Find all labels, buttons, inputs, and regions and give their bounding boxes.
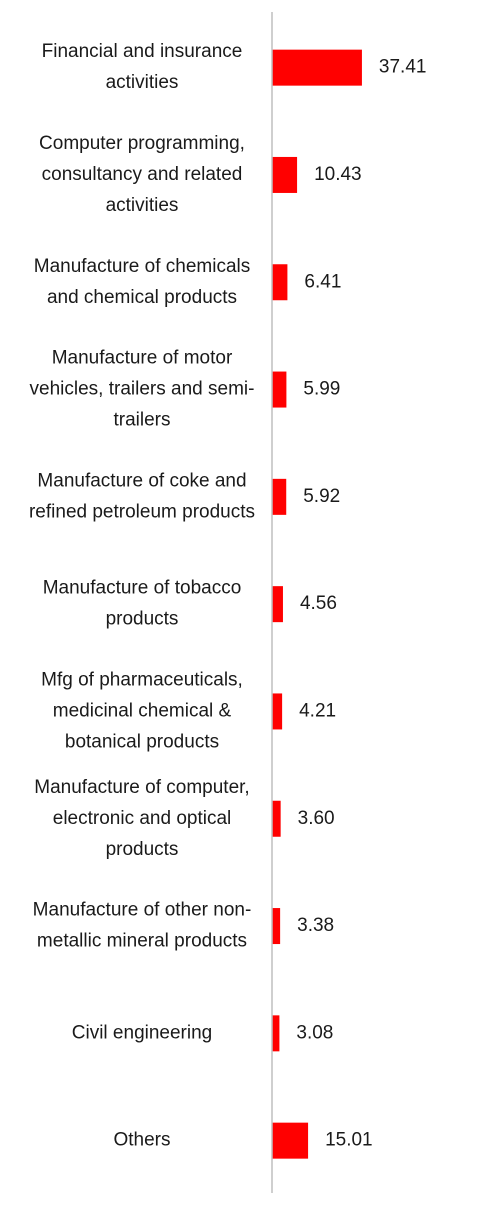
bar-2 <box>272 264 288 301</box>
category-label-10: Others <box>113 1130 170 1151</box>
value-label-9: 3.08 <box>296 1022 333 1043</box>
category-label-line: consultancy and related <box>42 164 243 185</box>
value-label-8: 3.38 <box>297 915 334 936</box>
bar-8 <box>272 908 281 945</box>
bars-group <box>272 49 362 1159</box>
value-label-1: 10.43 <box>314 164 362 185</box>
value-label-0: 37.41 <box>379 57 427 78</box>
category-label-6: Mfg of pharmaceuticals, medicinal chemica… <box>41 669 243 752</box>
bar-4 <box>272 478 287 515</box>
category-label-line: and chemical products <box>47 287 237 308</box>
category-label-line: Manufacture of other non- <box>33 900 252 921</box>
category-label-line: activities <box>106 195 179 216</box>
category-label-line: trailers <box>113 410 170 431</box>
value-label-5: 4.56 <box>300 593 337 614</box>
category-label-line: refined petroleum products <box>29 501 255 522</box>
bar-3 <box>272 371 287 408</box>
bar-0 <box>272 49 362 86</box>
category-label-4: Manufacture of coke and refined petroleum… <box>29 470 255 522</box>
category-label-line: medicinal chemical & <box>53 700 232 721</box>
category-label-line: electronic and optical <box>53 808 232 829</box>
category-label-9: Civil engineering <box>72 1022 212 1043</box>
category-label-line: botanical products <box>65 731 219 752</box>
category-label-line: Manufacture of tobacco <box>43 578 242 599</box>
bar-1 <box>272 156 298 193</box>
bar-5 <box>272 586 283 623</box>
category-label-line: products <box>106 609 179 630</box>
category-label-line: metallic mineral products <box>37 931 247 952</box>
bar-7 <box>272 800 281 837</box>
value-label-4: 5.92 <box>303 486 340 507</box>
labels-group: 37.41 Financial and insurance activities 10… <box>29 41 426 1151</box>
category-label-0: Financial and insurance activities <box>42 41 243 93</box>
category-label-line: Civil engineering <box>72 1022 212 1043</box>
category-label-line: Financial and insurance <box>42 41 243 62</box>
value-label-2: 6.41 <box>304 271 341 292</box>
value-label-10: 15.01 <box>325 1130 373 1151</box>
value-label-7: 3.60 <box>298 808 335 829</box>
category-label-line: Computer programming, <box>39 133 245 154</box>
bar-9 <box>272 1015 280 1052</box>
category-label-8: Manufacture of other non-metallic minera… <box>33 900 252 952</box>
category-label-line: Others <box>113 1130 170 1151</box>
category-label-line: Manufacture of computer, <box>34 777 249 798</box>
category-label-line: vehicles, trailers and semi- <box>30 379 255 400</box>
category-label-line: Manufacture of motor <box>52 348 233 369</box>
category-label-line: Manufacture of chemicals <box>34 256 251 277</box>
bar-6 <box>272 693 283 730</box>
category-label-2: Manufacture of chemicals and chemical pro… <box>34 256 251 308</box>
category-label-5: Manufacture of tobacco products <box>43 578 242 630</box>
category-label-line: Mfg of pharmaceuticals, <box>41 669 243 690</box>
value-label-6: 4.21 <box>299 700 336 721</box>
bar-10 <box>272 1122 309 1159</box>
category-label-line: products <box>106 839 179 860</box>
category-label-7: Manufacture of computer, electronic and o… <box>34 777 249 860</box>
value-label-3: 5.99 <box>303 379 340 400</box>
category-label-3: Manufacture of motor vehicles, trailers a… <box>30 348 255 431</box>
category-label-line: activities <box>106 72 179 93</box>
category-label-1: Computer programming, consultancy and rel… <box>39 133 245 216</box>
category-label-line: Manufacture of coke and <box>37 470 246 491</box>
